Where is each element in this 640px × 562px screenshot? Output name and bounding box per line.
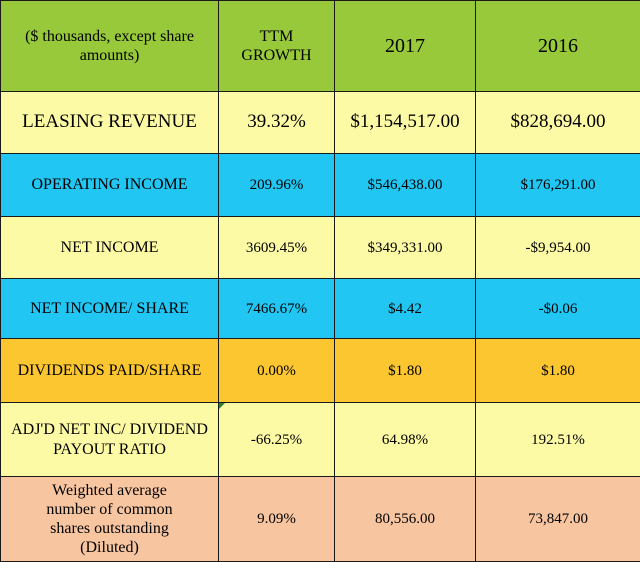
value-2016-cell: $176,291.00 xyxy=(476,154,640,217)
row-label-line4: (Diluted) xyxy=(80,539,139,556)
value-2017-cell: 80,556.00 xyxy=(335,477,476,562)
weighted-average-shares-row: Weighted average number of common shares… xyxy=(1,477,640,562)
value-2017-cell: 64.98% xyxy=(335,403,476,477)
value-2016-cell: $1.80 xyxy=(476,339,640,403)
row-label-line2: PAYOUT RATIO xyxy=(53,441,166,458)
row-label: NET INCOME/ SHARE xyxy=(1,279,219,339)
value-2017-cell: $546,438.00 xyxy=(335,154,476,217)
value-2016-cell: 192.51% xyxy=(476,403,640,477)
year-2017-header: 2017 xyxy=(335,1,476,92)
row-label: Weighted average number of common shares… xyxy=(1,477,219,562)
row-label: DIVIDENDS PAID/SHARE xyxy=(1,339,219,403)
row-label-line2: number of common xyxy=(46,501,172,518)
value-2017-cell: $1.80 xyxy=(335,339,476,403)
growth-cell: 39.32% xyxy=(219,92,335,154)
value-2017-cell: $349,331.00 xyxy=(335,217,476,279)
growth-cell: 3609.45% xyxy=(219,217,335,279)
value-2016-cell: -$9,954.00 xyxy=(476,217,640,279)
ttm-growth-header-line1: TTM xyxy=(260,28,294,45)
operating-income-row: OPERATING INCOME 209.96% $546,438.00 $17… xyxy=(1,154,640,217)
ttm-growth-header-line2: GROWTH xyxy=(241,47,311,64)
row-label-line1: ADJ'D NET INC/ DIVIDEND xyxy=(11,421,208,438)
row-label-line1: Weighted average xyxy=(52,482,167,499)
payout-ratio-row: ADJ'D NET INC/ DIVIDEND PAYOUT RATIO -66… xyxy=(1,403,640,477)
header-row: ($ thousands, except share amounts) TTM … xyxy=(1,1,640,92)
row-label: OPERATING INCOME xyxy=(1,154,219,217)
net-income-row: NET INCOME 3609.45% $349,331.00 -$9,954.… xyxy=(1,217,640,279)
value-2016-cell: $828,694.00 xyxy=(476,92,640,154)
growth-cell: -66.25% xyxy=(219,403,335,477)
value-2016-cell: 73,847.00 xyxy=(476,477,640,562)
growth-cell: 0.00% xyxy=(219,339,335,403)
value-2017-cell: $4.42 xyxy=(335,279,476,339)
leasing-revenue-row: LEASING REVENUE 39.32% $1,154,517.00 $82… xyxy=(1,92,640,154)
row-label: LEASING REVENUE xyxy=(1,92,219,154)
growth-cell: 209.96% xyxy=(219,154,335,217)
row-label: ADJ'D NET INC/ DIVIDEND PAYOUT RATIO xyxy=(1,403,219,477)
units-note: ($ thousands, except share amounts) xyxy=(1,1,219,92)
year-2016-header: 2016 xyxy=(476,1,640,92)
growth-cell: 7466.67% xyxy=(219,279,335,339)
growth-cell: 9.09% xyxy=(219,477,335,562)
net-income-per-share-row: NET INCOME/ SHARE 7466.67% $4.42 -$0.06 xyxy=(1,279,640,339)
row-label-line3: shares outstanding xyxy=(50,520,169,537)
row-label: NET INCOME xyxy=(1,217,219,279)
value-2017-cell: $1,154,517.00 xyxy=(335,92,476,154)
dividends-paid-per-share-row: DIVIDENDS PAID/SHARE 0.00% $1.80 $1.80 xyxy=(1,339,640,403)
value-2016-cell: -$0.06 xyxy=(476,279,640,339)
ttm-growth-header: TTM GROWTH xyxy=(219,1,335,92)
